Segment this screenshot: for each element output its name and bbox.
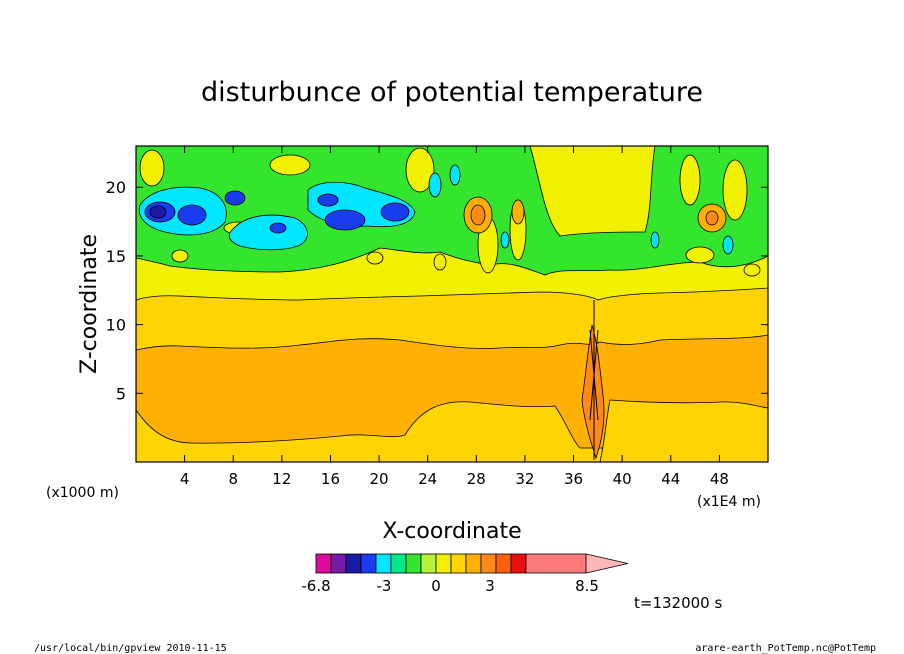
central-spike: [589, 300, 599, 460]
y-tick-label: 15: [106, 247, 126, 266]
yellow-lobe: [171, 249, 189, 263]
colorbar: [315, 553, 629, 574]
cyan-cell: [449, 164, 461, 186]
x-tick-label: 20: [370, 470, 389, 488]
cyan-cell: [650, 231, 660, 249]
colorbar-cell: [465, 553, 482, 574]
plot-frame: [135, 145, 769, 463]
colorbar-ticks: -6.8 -3 0 3 8.5: [301, 577, 599, 595]
deep-blue-cell: [149, 205, 167, 219]
colorbar-tick-label: 3: [485, 577, 495, 595]
colorbar-cell: [315, 553, 332, 574]
colorbar-extension: [585, 553, 629, 574]
blue-cell: [380, 202, 410, 222]
y-axis: 5 10 15 20: [106, 178, 768, 403]
colorbar-cell: [420, 553, 437, 574]
cyan-cell: [428, 172, 442, 198]
footer-left: /usr/local/bin/gpview 2010-11-15: [34, 643, 227, 654]
x-unit-right: (x1E4 m): [697, 494, 761, 510]
x-axis-label: X-coordinate: [382, 519, 521, 544]
y-tick-label: 10: [106, 316, 126, 335]
y-tick-label: 20: [106, 178, 126, 197]
x-axis: 4 8 12 16 20 24 28 32 36 40 44 48: [180, 146, 729, 488]
blue-cell: [269, 222, 287, 234]
footer-right: arare-earth_PotTemp.nc@PotTemp: [695, 643, 876, 654]
band-light-orange-lower: [136, 401, 768, 462]
x-tick-label: 12: [272, 470, 291, 488]
yellow-lobe: [139, 149, 165, 187]
x-tick-label: 24: [418, 470, 437, 488]
x-tick-label: 8: [228, 470, 238, 488]
colorbar-cell: [495, 553, 512, 574]
yellow-lobe: [743, 263, 761, 277]
colorbar-cell: [345, 553, 362, 574]
blue-cell: [224, 190, 246, 206]
yellow-lobe: [679, 154, 701, 206]
contour-field: [136, 146, 768, 462]
band-light-orange-right: [599, 399, 768, 462]
band-green: [136, 146, 768, 276]
blue-cell: [177, 204, 207, 226]
x-unit-left: (x1000 m): [46, 485, 119, 501]
y-tick-label: 5: [116, 384, 126, 403]
yellow-lobe: [366, 251, 384, 265]
x-tick-label: 16: [321, 470, 340, 488]
x-tick-label: 40: [613, 470, 632, 488]
cyan-cell: [500, 231, 510, 249]
cyan-cell-mid: [228, 214, 308, 251]
orange-lobe-core: [705, 210, 719, 226]
chart-title: disturbunce of potential temperature: [201, 77, 703, 108]
blue-cell: [317, 193, 339, 207]
yellow-lobe: [685, 246, 715, 264]
colorbar-cell: [510, 553, 527, 574]
cyan-cell: [722, 235, 734, 255]
colorbar-tick-label: -6.8: [301, 577, 330, 595]
x-tick-label: 28: [467, 470, 486, 488]
colorbar-cell: [390, 553, 407, 574]
orange-lobe-core: [470, 204, 486, 226]
x-tick-label: 44: [661, 470, 680, 488]
blue-cell: [324, 209, 366, 231]
x-tick-label: 4: [180, 470, 190, 488]
colorbar-cell: [525, 553, 587, 574]
colorbar-cell: [480, 553, 497, 574]
timestamp: t=132000 s: [634, 594, 722, 612]
colorbar-cell: [435, 553, 452, 574]
yellow-lobe: [722, 159, 748, 221]
colorbar-tick-label: -3: [377, 577, 392, 595]
x-tick-label: 32: [515, 470, 534, 488]
yellow-lobe: [405, 147, 435, 193]
colorbar-cell: [360, 553, 377, 574]
yellow-lobe: [269, 154, 311, 176]
colorbar-tick-label: 8.5: [575, 577, 599, 595]
x-tick-label: 48: [710, 470, 729, 488]
yellow-lobe: [433, 253, 447, 271]
colorbar-cell: [330, 553, 347, 574]
colorbar-cell: [405, 553, 422, 574]
colorbar-cell: [375, 553, 392, 574]
y-axis-label: Z-coordinate: [77, 234, 102, 374]
colorbar-tick-label: 0: [431, 577, 441, 595]
orange-lobe: [511, 199, 525, 225]
yellow-lobe-center: [529, 146, 656, 237]
x-tick-label: 36: [564, 470, 583, 488]
colorbar-cell: [450, 553, 467, 574]
